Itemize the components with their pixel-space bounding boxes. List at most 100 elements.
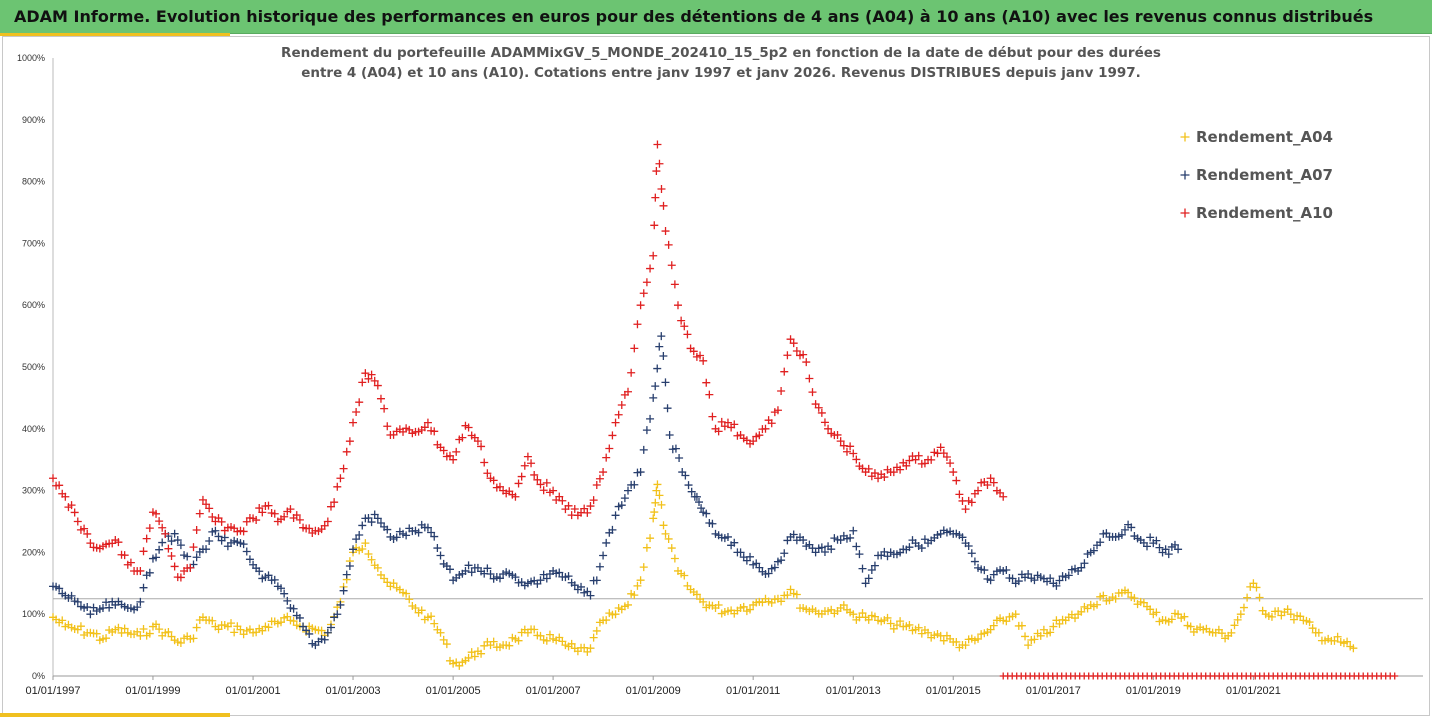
data-point [445, 565, 454, 574]
data-point [1096, 538, 1105, 547]
data-point [61, 492, 70, 501]
chart-subtitle-line-2: entre 4 (A04) et 10 ans (A10). Cotations… [301, 65, 1141, 81]
data-point [1314, 628, 1323, 637]
data-point [630, 591, 639, 600]
data-point [670, 280, 679, 289]
data-point [814, 403, 823, 412]
data-point [339, 586, 348, 595]
data-point [805, 374, 814, 383]
data-point [367, 555, 376, 564]
data-point [636, 576, 645, 585]
data-point [55, 584, 64, 593]
data-point [489, 637, 498, 646]
legend-marker [1180, 208, 1190, 218]
data-point [242, 547, 251, 556]
data-point [1152, 536, 1161, 545]
data-point [76, 622, 85, 631]
data-point [839, 601, 848, 610]
data-point [1255, 593, 1264, 602]
data-point [583, 508, 592, 517]
data-point [808, 388, 817, 397]
data-point [667, 544, 676, 553]
data-point [646, 264, 655, 273]
data-point [67, 501, 76, 510]
data-point [652, 486, 661, 495]
data-point [283, 596, 292, 605]
data-point [749, 437, 758, 446]
data-point [974, 486, 983, 495]
data-point [564, 572, 573, 581]
data-point [639, 289, 648, 298]
data-point [692, 492, 701, 501]
data-point [320, 635, 329, 644]
data-point [974, 634, 983, 643]
data-point [1049, 622, 1058, 631]
data-point [633, 320, 642, 329]
data-point [714, 427, 723, 436]
data-point [773, 406, 782, 415]
data-point [642, 426, 651, 435]
data-point [602, 616, 611, 625]
data-point [583, 587, 592, 596]
data-point [896, 465, 905, 474]
data-point [139, 583, 148, 592]
data-point [983, 480, 992, 489]
data-point [708, 412, 717, 421]
data-point [705, 390, 714, 399]
data-point [792, 590, 801, 599]
data-point [264, 501, 273, 510]
data-point [902, 461, 911, 470]
data-point [864, 464, 873, 473]
data-point [599, 551, 608, 560]
data-point [980, 566, 989, 575]
data-point [167, 552, 176, 561]
data-point [967, 498, 976, 507]
y-tick-label: 700% [22, 238, 45, 248]
data-point [649, 514, 658, 523]
y-tick-label: 600% [22, 300, 45, 310]
data-point [896, 617, 905, 626]
data-point [633, 581, 642, 590]
data-point [1014, 577, 1023, 586]
data-point [680, 571, 689, 580]
data-point [689, 347, 698, 356]
data-point [680, 322, 689, 331]
data-point [602, 538, 611, 547]
data-point [989, 478, 998, 487]
data-point [155, 545, 164, 554]
data-point [152, 620, 161, 629]
data-point [736, 548, 745, 557]
data-point [892, 621, 901, 630]
data-point [817, 408, 826, 417]
data-point [1021, 632, 1030, 641]
data-point [1011, 610, 1020, 619]
data-point [651, 193, 660, 202]
data-point [305, 629, 314, 638]
data-point [799, 536, 808, 545]
data-point [659, 201, 668, 210]
data-point [1077, 563, 1086, 572]
data-point [1002, 565, 1011, 574]
data-point [958, 533, 967, 542]
y-tick-label: 200% [22, 547, 45, 557]
data-point [80, 524, 89, 533]
data-point [586, 502, 595, 511]
data-point [255, 567, 264, 576]
data-point [783, 351, 792, 360]
data-point [280, 512, 289, 521]
data-point [289, 617, 298, 626]
data-point [255, 504, 264, 513]
data-point [423, 523, 432, 532]
accent-bar-bottom [0, 713, 230, 717]
data-point [1333, 632, 1342, 641]
data-point [333, 482, 342, 491]
data-point [852, 542, 861, 551]
data-point [286, 505, 295, 514]
data-point [120, 624, 129, 633]
data-point [170, 529, 179, 538]
data-point [527, 459, 536, 468]
data-point [336, 600, 345, 609]
data-point [208, 513, 217, 522]
data-point [827, 545, 836, 554]
data-point [630, 344, 639, 353]
